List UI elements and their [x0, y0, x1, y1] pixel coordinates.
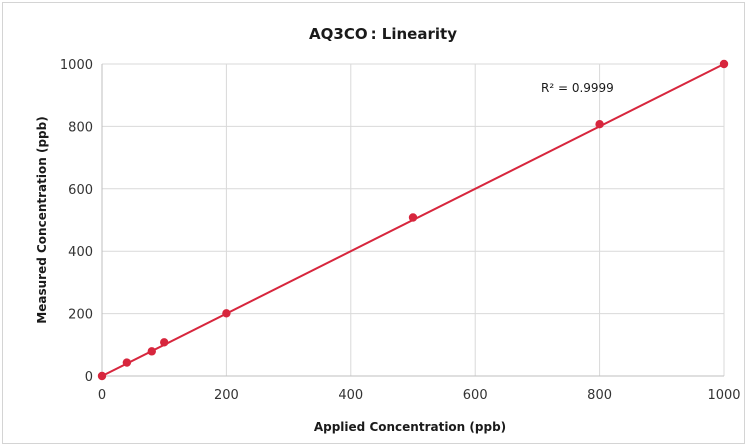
data-point: [160, 338, 169, 347]
y-tick-label: 600: [68, 183, 93, 198]
data-point: [222, 309, 231, 318]
axes: [101, 64, 724, 377]
data-point: [147, 347, 156, 356]
y-tick-label: 400: [68, 245, 93, 260]
grid-lines: [102, 63, 725, 376]
x-tick-label: 1000: [707, 388, 740, 403]
x-tick-label: 200: [214, 388, 239, 403]
y-axis-title: Measured Concentration (ppb): [35, 116, 49, 323]
y-tick-label: 800: [68, 120, 93, 135]
r-squared-annotation: R² = 0.9999: [541, 81, 614, 95]
x-tick-label: 400: [338, 388, 363, 403]
x-tick-label: 800: [587, 388, 612, 403]
x-tick-label: 600: [463, 388, 488, 403]
y-tick-label: 1000: [60, 58, 93, 73]
data-point: [595, 120, 604, 129]
data-point: [719, 59, 729, 69]
chart-title: AQ3CO : Linearity: [309, 25, 457, 43]
data-point: [97, 371, 107, 381]
tick-labels: 0 200 400 600 800 1000 0 200 400 600 800 1000: [60, 58, 741, 403]
y-tick-label: 200: [68, 308, 93, 323]
data-point: [122, 358, 132, 367]
y-tick-label: 0: [85, 370, 93, 385]
chart-frame: [2, 2, 745, 444]
x-tick-label: 0: [98, 388, 106, 403]
series-group: [97, 59, 729, 381]
data-point: [408, 213, 418, 222]
x-axis-title: Applied Concentration (ppb): [314, 420, 506, 434]
